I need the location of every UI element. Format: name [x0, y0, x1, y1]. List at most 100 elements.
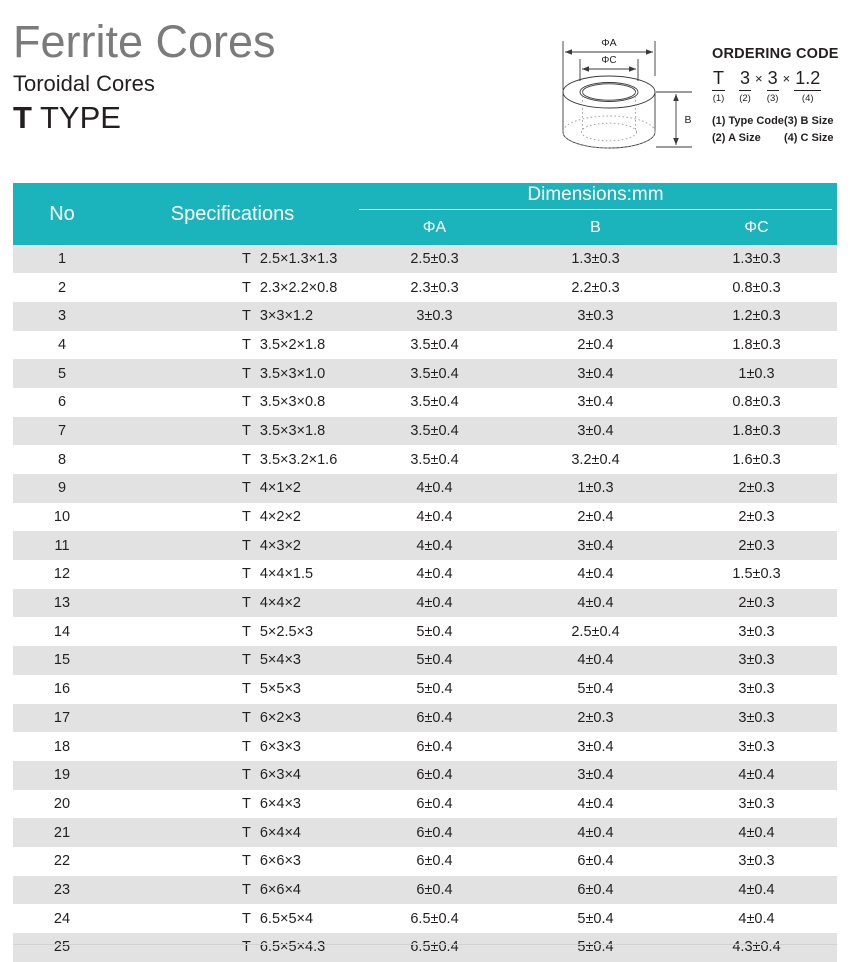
drawing-label-inner-diameter: ΦC	[601, 55, 616, 66]
table-row: 1 T 2.5×1.3×1.3 2.5±0.3 1.3±0.3 1.3±0.3	[13, 245, 837, 274]
cell-no: 4	[13, 330, 111, 360]
cell-specification: T 4×4×1.5	[111, 560, 354, 589]
cell-no: 20	[13, 789, 111, 819]
cell-dim-a: 6±0.4	[354, 732, 515, 761]
cell-specification-size: 3.5×3×0.8	[259, 394, 326, 411]
table-row: 3 T 3×3×1.2 3±0.3 3±0.3 1.2±0.3	[13, 301, 837, 331]
ordering-code-segment-2: 3 (2)	[739, 68, 752, 103]
cell-specification-size: 6×3×3	[259, 738, 301, 755]
cell-specification-type-code: T	[242, 566, 251, 583]
legend-row: (1) Type Code (3) B Size	[712, 113, 846, 130]
cell-specification: T 5×5×3	[111, 674, 354, 704]
cell-dim-b: 4±0.4	[515, 818, 676, 847]
cell-dim-a: 2.3±0.3	[354, 273, 515, 302]
drawing-label-outer-diameter: ΦA	[601, 37, 616, 49]
cell-dim-c: 1.3±0.3	[676, 245, 837, 274]
cell-dim-b: 6±0.4	[515, 875, 676, 905]
cell-specification-size: 3.5×3.2×1.6	[259, 451, 338, 468]
cell-specification: T 6×6×4	[111, 875, 354, 905]
cell-specification-size: 5×4×3	[259, 652, 301, 669]
ordering-code-legend: (1) Type Code (3) B Size (2) A Size (4) …	[712, 113, 846, 147]
cell-no: 22	[13, 846, 111, 876]
table-bottom-rule	[13, 944, 837, 945]
table-row: 13 T 4×4×2 4±0.4 4±0.4 2±0.3	[13, 588, 837, 618]
type-heading-code: T	[13, 100, 32, 136]
cell-dim-b: 3±0.4	[515, 359, 676, 388]
legend-item-1: (1) Type Code	[712, 115, 784, 128]
cell-no: 8	[13, 445, 111, 474]
cell-dim-b: 3±0.4	[515, 416, 676, 446]
cell-specification-type-code: T	[242, 709, 251, 726]
cell-specification-size: 6×6×3	[259, 853, 301, 870]
ordering-code-segment-1-value: T	[712, 68, 725, 91]
cell-dim-a: 6±0.4	[354, 703, 515, 733]
page-header: Ferrite Cores Toroidal Cores T TYPE	[0, 0, 850, 183]
cell-specification-type-code: T	[242, 939, 251, 956]
cell-no: 5	[13, 359, 111, 388]
cell-dim-b: 5±0.4	[515, 674, 676, 704]
cell-specification-type-code: T	[242, 795, 251, 812]
ordering-code-segment-4: 1.2 (4)	[794, 68, 822, 103]
cell-specification: T 3.5×3×1.8	[111, 416, 354, 446]
table-row: 11 T 4×3×2 4±0.4 3±0.4 2±0.3	[13, 531, 837, 561]
cell-dim-c: 2±0.3	[676, 531, 837, 561]
cell-specification-type-code: T	[242, 279, 251, 296]
legend-item-2: (2) A Size	[712, 132, 761, 145]
cell-dim-a: 5±0.4	[354, 617, 515, 647]
column-header-dimensions-group: Dimensions:mm	[354, 183, 837, 212]
cell-specification-size: 4×4×1.5	[259, 566, 314, 583]
cell-specification-size: 6×4×3	[259, 795, 301, 812]
cell-specification-size: 2.5×1.3×1.3	[259, 250, 338, 267]
multiply-symbol-3: ×	[782, 71, 791, 86]
table-row: 4 T 3.5×2×1.8 3.5±0.4 2±0.4 1.8±0.3	[13, 330, 837, 360]
cell-specification: T 4×4×2	[111, 588, 354, 618]
cell-dim-c: 3±0.3	[676, 703, 837, 733]
multiply-symbol-2: ×	[755, 71, 763, 86]
cell-specification-size: 6.5×5×4.3	[259, 939, 326, 956]
cell-specification-type-code: T	[242, 537, 251, 554]
column-header-no: No	[13, 183, 111, 245]
table-row: 12 T 4×4×1.5 4±0.4 4±0.4 1.5±0.3	[13, 560, 837, 589]
cell-dim-c: 2±0.3	[676, 502, 837, 532]
cell-dim-c: 1.2±0.3	[676, 301, 837, 331]
cell-dim-a: 2.5±0.3	[354, 245, 515, 274]
toroidal-core-3d-drawing: ΦA ΦC B	[562, 37, 692, 149]
table-row: 21 T 6×4×4 6±0.4 4±0.4 4±0.4	[13, 818, 837, 847]
table-body: 1 T 2.5×1.3×1.3 2.5±0.3 1.3±0.3 1.3±0.3 2 T 2.3×…	[13, 245, 837, 962]
cell-dim-a: 5±0.4	[354, 674, 515, 704]
cell-no: 25	[13, 933, 111, 962]
cell-no: 17	[13, 703, 111, 733]
cell-dim-b: 2±0.4	[515, 330, 676, 360]
cell-no: 19	[13, 760, 111, 790]
cell-specification-size: 3.5×3×1.8	[259, 422, 326, 439]
table-row: 5 T 3.5×3×1.0 3.5±0.4 3±0.4 1±0.3	[13, 359, 837, 388]
cell-no: 1	[13, 245, 111, 274]
cell-specification: T 4×2×2	[111, 502, 354, 532]
cell-no: 16	[13, 674, 111, 704]
cell-specification-type-code: T	[242, 250, 251, 267]
cell-specification-size: 4×3×2	[259, 537, 301, 554]
page-subtitle: Toroidal Cores	[13, 71, 155, 97]
cell-specification: T 3.5×2×1.8	[111, 330, 354, 360]
cell-dim-a: 6.5±0.4	[354, 933, 515, 962]
cell-specification-size: 6.5×5×4	[259, 910, 314, 927]
cell-dim-c: 0.8±0.3	[676, 273, 837, 302]
cell-specification: T 3.5×3×1.0	[111, 359, 354, 388]
cell-dim-b: 6±0.4	[515, 846, 676, 876]
cell-specification-size: 3×3×1.2	[259, 308, 314, 325]
cell-dim-a: 6±0.4	[354, 818, 515, 847]
cell-specification-size: 5×2.5×3	[259, 623, 314, 640]
cell-no: 12	[13, 560, 111, 589]
cell-specification: T 3×3×1.2	[111, 301, 354, 331]
table-header-row-top: No Specifications Dimensions:mm	[13, 183, 837, 245]
cell-dim-c: 3±0.3	[676, 646, 837, 675]
specifications-table: No Specifications Dimensions:mm ΦA B ΦC …	[13, 183, 837, 962]
cell-specification: T 2.3×2.2×0.8	[111, 273, 354, 302]
cell-dim-c: 1.6±0.3	[676, 445, 837, 474]
cell-dim-b: 3±0.4	[515, 732, 676, 761]
cell-dim-b: 2.5±0.4	[515, 617, 676, 647]
cell-dim-c: 4±0.4	[676, 904, 837, 933]
table-row: 9 T 4×1×2 4±0.4 1±0.3 2±0.3	[13, 474, 837, 503]
cell-specification-type-code: T	[242, 480, 251, 497]
cell-dim-c: 0.8±0.3	[676, 387, 837, 417]
